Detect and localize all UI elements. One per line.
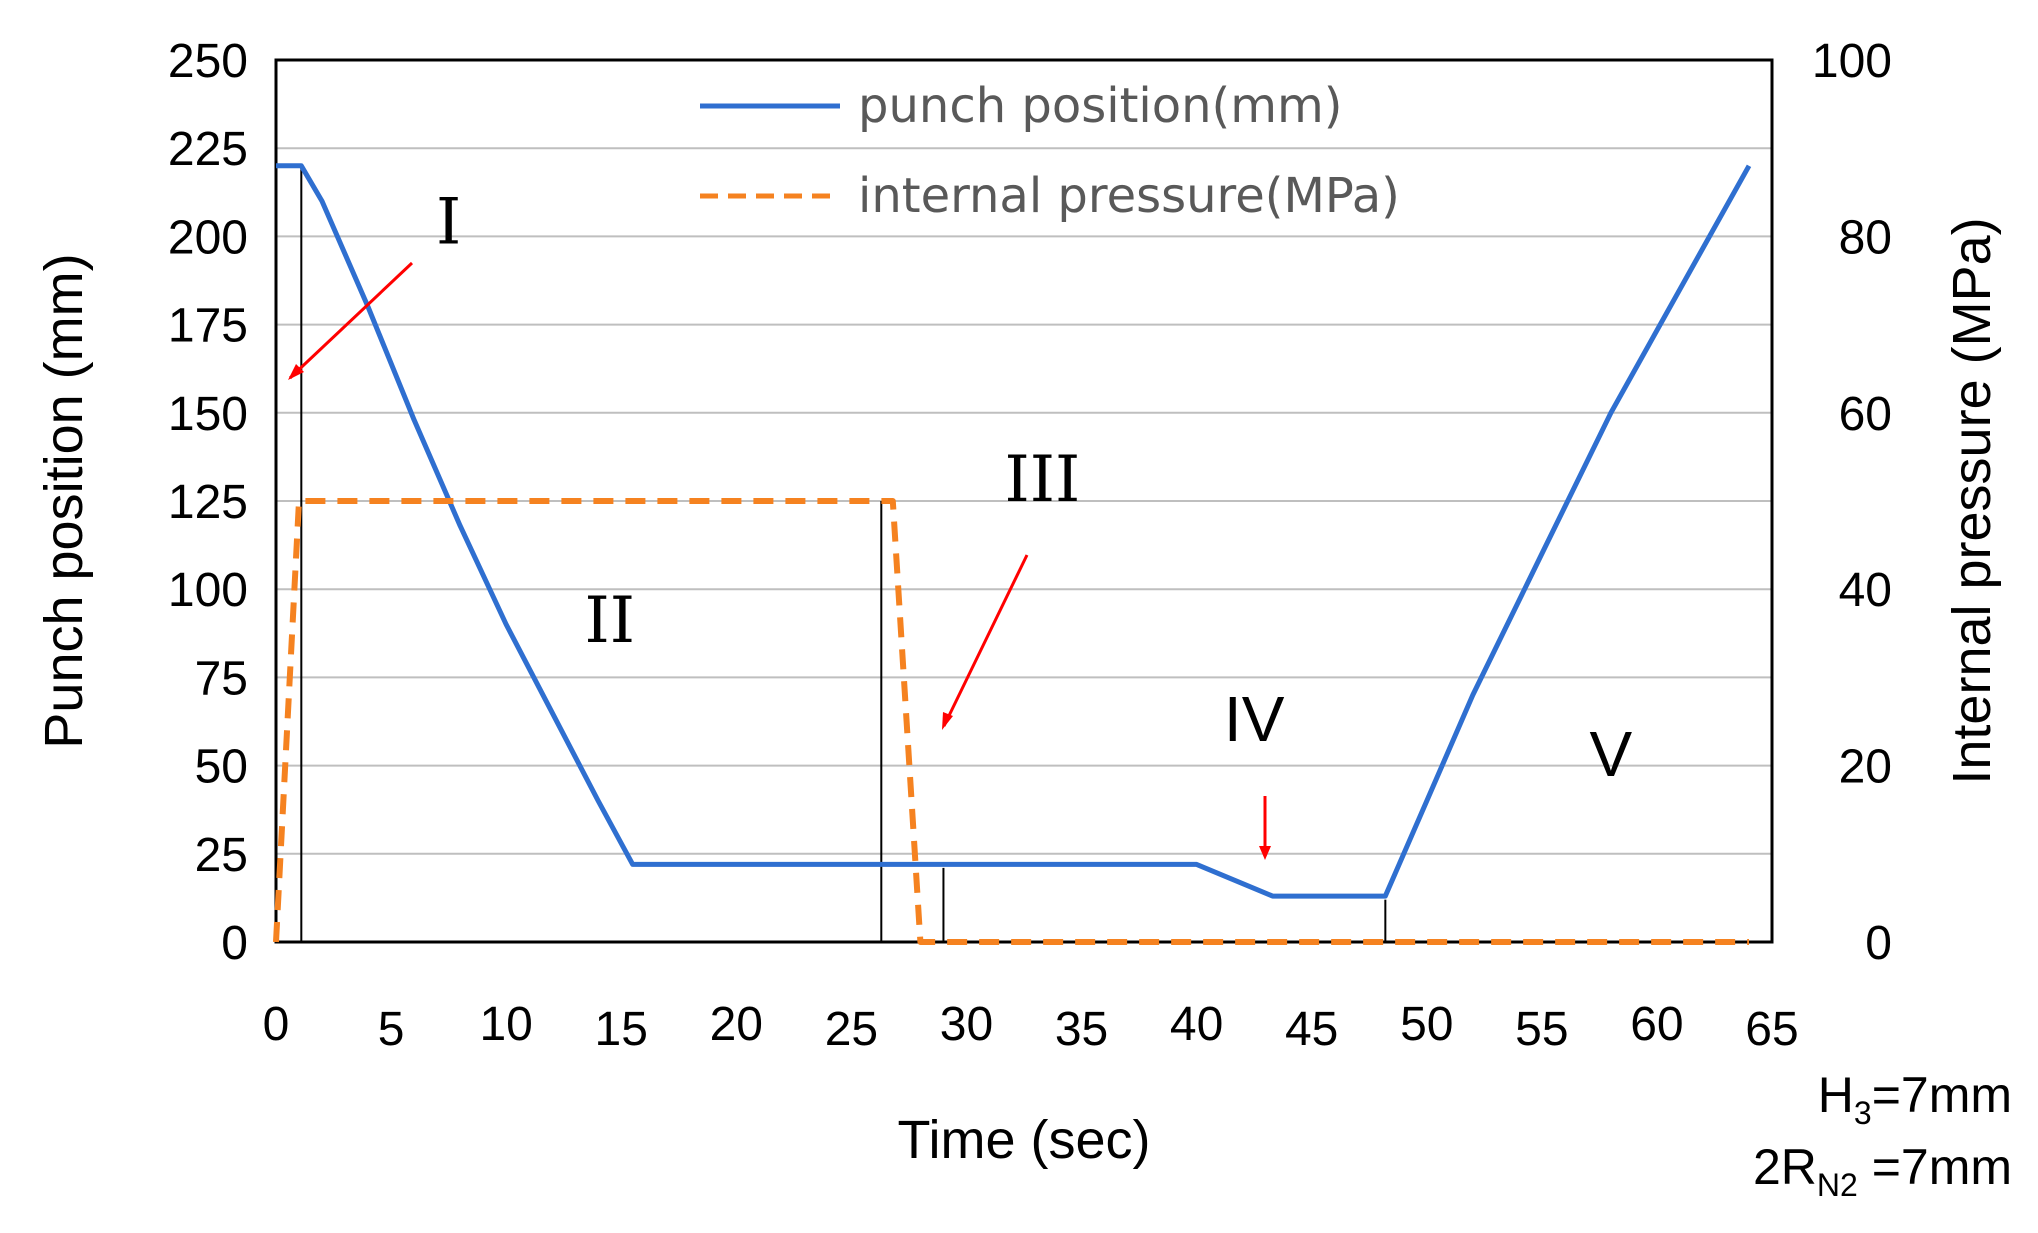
phase-label-I: I	[436, 185, 461, 259]
x-tick-label-4: 20	[710, 998, 763, 1051]
y-tick-label-4: 100	[168, 564, 248, 617]
legend-label-pressure: internal pressure(MPa)	[858, 168, 1400, 224]
legend-label-punch: punch position(mm)	[858, 78, 1342, 134]
phase-label-III: III	[1004, 443, 1080, 517]
note-h3-sub: 3	[1854, 1095, 1872, 1131]
y-tick-label-9: 225	[168, 123, 248, 176]
note-2rn2-base: 2R	[1753, 1139, 1817, 1195]
arrowhead-III	[942, 712, 953, 730]
x-tick-labels: 0 5 10 15 20 25 30 35 40 45 50 55 60 65	[263, 998, 1799, 1056]
phase-markers	[275, 164, 1387, 942]
x-tick-label-12: 60	[1630, 998, 1683, 1051]
y2-axis-title: Internal pressure (MPa)	[1942, 217, 2002, 784]
note-h3: H3=7mm	[1818, 1067, 2012, 1131]
x-tick-label-3: 15	[595, 1003, 648, 1056]
dimension-notes: H3=7mm 2RN2 =7mm	[1753, 1067, 2012, 1203]
y-tick-label-3: 75	[195, 652, 248, 705]
y2-tick-label-1: 20	[1839, 741, 1892, 794]
x-tick-label-6: 30	[940, 998, 993, 1051]
x-tick-label-1: 5	[378, 1003, 405, 1056]
arrowhead-I	[288, 364, 304, 380]
y-tick-label-8: 200	[168, 211, 248, 264]
arrow-I	[288, 261, 414, 380]
y-tick-label-7: 175	[168, 300, 248, 353]
arrow-III	[942, 554, 1029, 727]
y2-tick-label-5: 100	[1812, 35, 1892, 88]
phase-label-V: V	[1590, 718, 1633, 790]
y2-tick-label-2: 40	[1839, 564, 1892, 617]
x-tick-label-11: 55	[1515, 1003, 1568, 1056]
y2-tick-label-3: 60	[1839, 388, 1892, 441]
y-tick-labels: 0 25 50 75 100 125 150 175 200 225 250	[168, 35, 248, 970]
x-tick-label-7: 35	[1055, 1003, 1108, 1056]
note-2rn2-sub: N2	[1817, 1167, 1858, 1203]
legend: punch position(mm) internal pressure(MPa…	[700, 78, 1400, 224]
x-tick-label-13: 65	[1745, 1003, 1798, 1056]
y2-tick-label-4: 80	[1839, 211, 1892, 264]
note-2rn2: 2RN2 =7mm	[1753, 1139, 2012, 1203]
y2-tick-label-0: 0	[1865, 917, 1892, 970]
x-tick-label-9: 45	[1285, 1003, 1338, 1056]
x-axis-title: Time (sec)	[898, 1110, 1151, 1170]
phase-label-IV: IV	[1224, 683, 1285, 755]
y-tick-label-5: 125	[168, 476, 248, 529]
note-h3-base: H	[1818, 1067, 1854, 1123]
grid-lines	[276, 147, 1772, 855]
note-h3-rest: =7mm	[1872, 1067, 2012, 1123]
y-tick-label-10: 250	[168, 35, 248, 88]
x-tick-label-10: 50	[1400, 998, 1453, 1051]
x-tick-label-8: 40	[1170, 998, 1223, 1051]
phase-label-II: II	[584, 584, 635, 658]
y-tick-label-2: 50	[195, 741, 248, 794]
series-line-0	[276, 163, 1752, 899]
y-axis-title: Punch position (mm)	[34, 253, 94, 748]
series-line-1	[273, 498, 1749, 945]
x-tick-label-2: 10	[479, 998, 532, 1051]
y-tick-label-0: 0	[221, 917, 248, 970]
series-group	[273, 163, 1752, 945]
y-tick-label-1: 25	[195, 829, 248, 882]
y-tick-label-6: 150	[168, 388, 248, 441]
x-tick-label-0: 0	[263, 998, 290, 1051]
arrowhead-IV	[1259, 846, 1271, 860]
x-tick-label-5: 25	[825, 1003, 878, 1056]
y2-tick-labels: 0 20 40 60 80 100	[1812, 35, 1892, 970]
note-2rn2-rest: =7mm	[1858, 1139, 2012, 1195]
